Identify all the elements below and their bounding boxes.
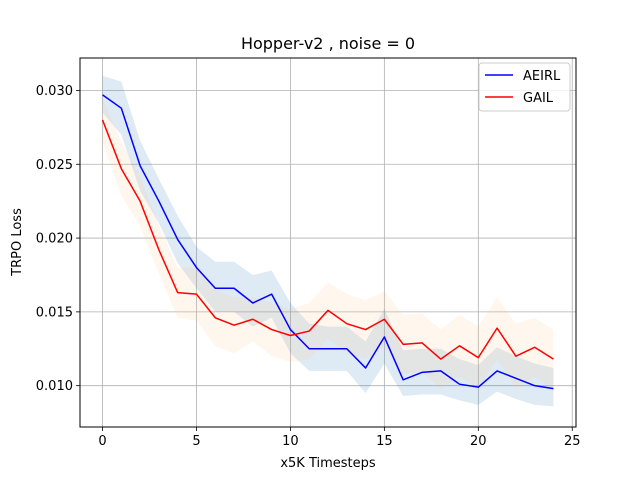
x-axis-label: x5K Timesteps bbox=[280, 456, 376, 471]
plot-frame bbox=[79, 57, 577, 428]
x-axis-ticks: 0 5 10 15 20 25 bbox=[98, 427, 581, 449]
x-tick-label-1: 5 bbox=[192, 434, 200, 449]
band-series-1 bbox=[102, 97, 554, 389]
line-series-1 bbox=[101, 119, 554, 360]
legend-label-gail: GAIL bbox=[523, 91, 554, 106]
legend: AEIRL GAIL bbox=[478, 62, 571, 112]
legend-label-aeirl: AEIRL bbox=[523, 69, 561, 84]
band-series-0 bbox=[102, 75, 554, 407]
series-lines bbox=[101, 94, 554, 390]
y-tick-label-0: 0.010 bbox=[36, 379, 73, 394]
y-tick-label-3: 0.025 bbox=[36, 158, 73, 173]
y-axis-label: TRPO Loss bbox=[10, 208, 25, 277]
y-tick-label-2: 0.020 bbox=[36, 232, 73, 247]
x-tick-label-5: 25 bbox=[564, 434, 581, 449]
confidence-bands bbox=[102, 75, 554, 407]
y-tick-label-4: 0.030 bbox=[36, 84, 73, 99]
x-tick-label-4: 20 bbox=[470, 434, 487, 449]
chart-title: Hopper-v2 , noise = 0 bbox=[241, 34, 415, 53]
x-tick-label-2: 10 bbox=[282, 434, 299, 449]
y-axis-ticks: 0.010 0.015 0.020 0.025 0.030 bbox=[36, 84, 80, 394]
line-series-0 bbox=[102, 94, 554, 390]
x-tick-label-0: 0 bbox=[98, 434, 106, 449]
x-tick-label-3: 15 bbox=[376, 434, 393, 449]
y-tick-label-1: 0.015 bbox=[36, 305, 73, 320]
